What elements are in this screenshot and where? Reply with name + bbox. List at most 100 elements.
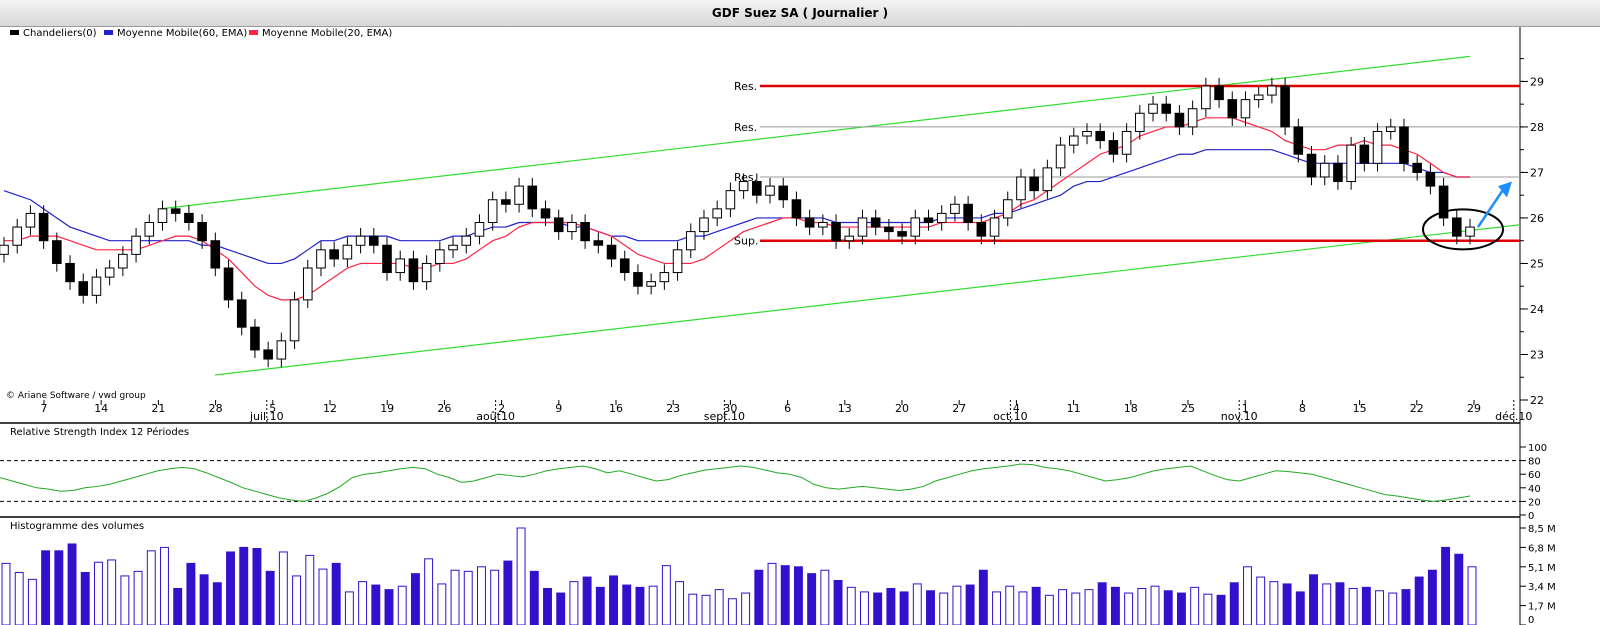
candle-up <box>818 222 828 228</box>
candle-down <box>52 240 62 264</box>
candle-up <box>289 299 300 342</box>
candle-up <box>1042 167 1053 192</box>
volume-bar <box>331 562 341 625</box>
candle-down <box>1306 153 1317 178</box>
volume-bar <box>1150 585 1160 625</box>
volume-bar <box>886 587 896 625</box>
candle-up <box>1385 126 1396 132</box>
volume-tick-label: 1,7 M <box>1528 602 1556 613</box>
price-tick-label: 29 <box>1530 75 1544 88</box>
volume-bar <box>754 569 764 625</box>
candle-up <box>725 190 736 210</box>
candle-up <box>395 258 406 274</box>
date-tick-label: 25 <box>1181 402 1195 415</box>
candle-up <box>302 267 313 301</box>
month-label: juil.10 <box>249 410 284 423</box>
candle-down <box>1227 99 1238 119</box>
volume-bar <box>1 562 11 625</box>
volume-bar <box>1401 589 1411 625</box>
volume-bar <box>846 586 856 625</box>
volume-bar <box>1031 586 1041 625</box>
month-label: déc.10 <box>1495 410 1532 423</box>
volume-bar <box>767 562 777 625</box>
volume-bar <box>1454 553 1464 625</box>
volume-bar <box>543 587 552 625</box>
volume-bar <box>226 551 235 625</box>
volume-bar <box>675 581 685 625</box>
volume-bar <box>1005 585 1015 625</box>
date-tick-label: 5 <box>269 402 276 415</box>
date-axis: 7 14 21 28 5 12 19 26 2 9 16 23 30 6 13 20 27 4 11 18 25 1 8 15… <box>41 400 1532 423</box>
legend-candles: Chandeliers(0) <box>23 28 97 39</box>
candle-up <box>910 217 921 237</box>
month-label: sept.10 <box>704 410 745 423</box>
copyright-text: © Ariane Software / vwd group <box>6 391 146 401</box>
volume-bar <box>1427 569 1437 625</box>
candle-down <box>1359 144 1370 164</box>
candle-down <box>619 258 630 274</box>
candle-up <box>1253 94 1264 101</box>
date-tick-label: 4 <box>1013 402 1020 415</box>
date-tick-label: 26 <box>437 402 451 415</box>
volume-bar <box>1348 587 1358 625</box>
date-tick-label: 2 <box>498 402 505 415</box>
candle-down <box>38 212 49 242</box>
volume-bar <box>992 591 1002 625</box>
month-label: août10 <box>476 410 515 423</box>
candle-up <box>435 249 445 264</box>
legend-ma60: Moyenne Mobile(60, EMA) <box>117 28 247 39</box>
candle-up <box>514 185 524 205</box>
candle-down <box>1425 171 1436 187</box>
volume-bar <box>1441 546 1451 625</box>
volume-bar <box>133 570 143 625</box>
volume-bar <box>212 582 222 625</box>
candle-up <box>1082 130 1092 137</box>
volume-bar <box>1229 582 1239 625</box>
date-tick-label: 29 <box>1467 402 1481 415</box>
volume-bar <box>1097 582 1107 625</box>
annotation <box>1422 181 1512 251</box>
volume-bar <box>199 574 209 625</box>
candle-up <box>421 262 432 283</box>
rsi-tick-label: 80 <box>1528 457 1541 468</box>
volume-bar <box>1388 592 1398 625</box>
candle-up <box>699 217 709 233</box>
volume-bar <box>952 585 962 625</box>
candle-up <box>1148 103 1158 114</box>
volume-bar <box>463 570 473 625</box>
trend-lines <box>159 55 1521 376</box>
volume-bar <box>1322 583 1332 625</box>
month-label: oct.10 <box>993 410 1028 423</box>
candle-up <box>144 222 155 237</box>
candle-up <box>1068 135 1079 146</box>
date-tick-label: 11 <box>1067 402 1081 415</box>
volume-bar <box>1295 591 1305 625</box>
candle-up <box>316 249 326 269</box>
candle-down <box>923 217 934 223</box>
volume-bar <box>1361 586 1371 625</box>
window-title: GDF Suez SA ( Journalier ) <box>0 0 1600 27</box>
volume-bar <box>1335 582 1345 625</box>
candle-down <box>223 267 234 301</box>
rsi-tick-label: 60 <box>1528 470 1541 481</box>
volume-bar <box>80 572 90 625</box>
candle-up <box>844 235 855 242</box>
volume-bar <box>1243 566 1252 625</box>
candle-up <box>461 235 472 246</box>
volume-bar <box>318 568 328 625</box>
rsi-polyline <box>0 463 1471 502</box>
volume-bar <box>186 562 196 625</box>
candle-up <box>857 217 868 237</box>
date-tick-label: 19 <box>380 402 394 415</box>
volume-bar <box>1058 589 1068 625</box>
trend-arrow-head <box>1498 181 1512 198</box>
resistance-label: Res. <box>734 171 757 184</box>
volume-bar <box>1256 576 1266 625</box>
legend-ma20-swatch <box>249 30 258 35</box>
candle-up <box>1187 108 1198 128</box>
volume-bar <box>860 591 869 625</box>
date-tick-label: 13 <box>838 402 852 415</box>
candle-down <box>170 208 181 214</box>
upper-trend-line <box>159 55 1471 210</box>
